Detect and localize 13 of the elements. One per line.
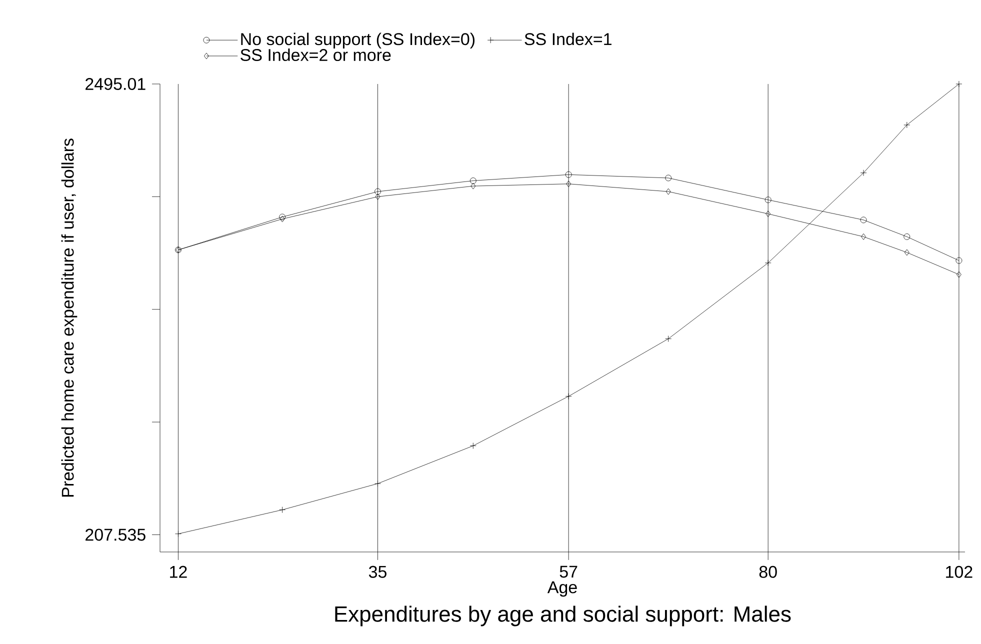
x-tick-label: 80 [759, 566, 777, 578]
x-tick-label: 102 [946, 566, 972, 578]
x-tick-label: 57 [560, 566, 578, 578]
y-tick-label: 207.535 [86, 528, 146, 541]
x-axis-title: Age [547, 581, 577, 597]
legend-label: No social support (SS Index=0) [241, 32, 474, 49]
y-tick-label: 2495.01 [86, 78, 146, 90]
x-tick-label: 35 [368, 566, 386, 578]
legend-label: SS Index=2 or more [240, 48, 391, 62]
y-axis-title: Predicted home care expenditure if user, dollars [61, 138, 78, 497]
x-tick-label: 12 [170, 566, 187, 578]
legend-label: SS Index=1 [524, 32, 612, 46]
text: Expenditures by age and social support: Males [335, 606, 791, 626]
